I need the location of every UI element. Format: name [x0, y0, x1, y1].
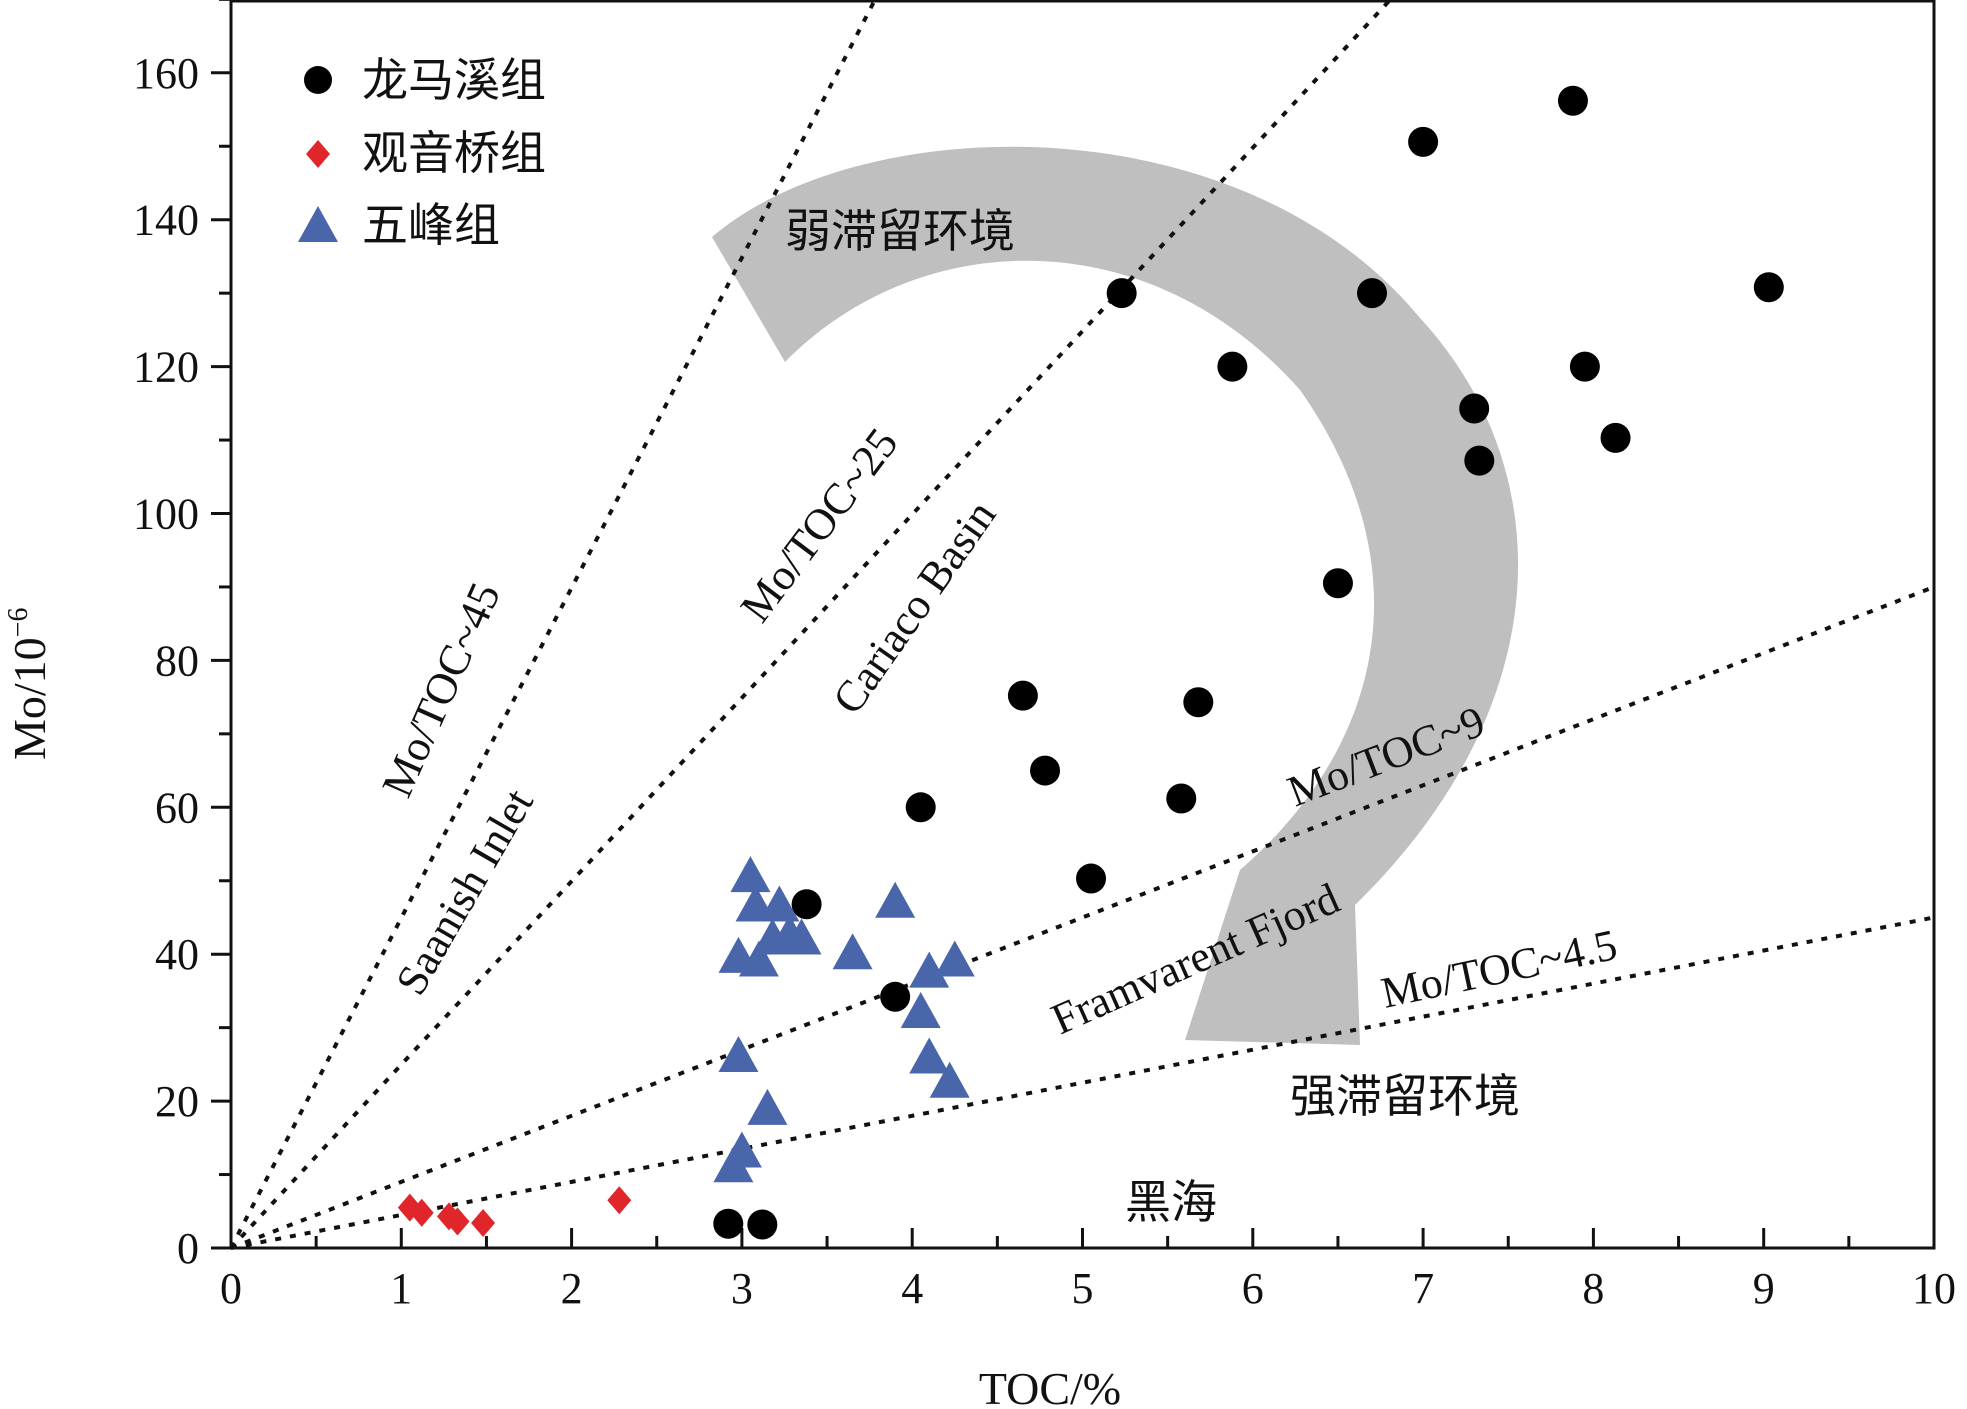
- longmaxi-point: [1030, 755, 1061, 786]
- legend: 龙马溪组 观音桥组 五峰组: [298, 53, 546, 252]
- legend-label-longmaxi: 龙马溪组: [362, 53, 546, 107]
- wufeng-point: [713, 1146, 754, 1183]
- legend-marker-longmaxi: [304, 66, 332, 94]
- longmaxi-point: [905, 792, 936, 823]
- y-tick-label: 160: [133, 49, 199, 98]
- annotation-cariaco-basin: Cariaco Basin: [823, 491, 1005, 722]
- x-tick-label: 5: [1072, 1264, 1094, 1313]
- wufeng-point: [909, 951, 950, 988]
- x-tick-label: 0: [220, 1264, 242, 1313]
- reference-line-9: [230, 585, 1935, 1250]
- reference-line-4-5: [230, 915, 1935, 1250]
- data-points: [397, 85, 1784, 1240]
- y-tick-label: 100: [133, 490, 199, 539]
- legend-marker-guanyinqiao: [306, 140, 330, 168]
- legend-marker-wufeng: [298, 206, 338, 242]
- y-tick-label: 120: [133, 343, 199, 392]
- wufeng-point: [909, 1037, 950, 1074]
- reference-lines: [229, 0, 1935, 1250]
- longmaxi-point: [1183, 687, 1214, 718]
- wufeng-point: [832, 933, 873, 970]
- x-tick-label: 8: [1582, 1264, 1604, 1313]
- x-axis-title: TOC/%: [979, 1363, 1121, 1409]
- wufeng-point: [718, 1036, 759, 1073]
- guanyinqiao-point: [409, 1198, 434, 1227]
- longmaxi-point: [1076, 863, 1107, 894]
- guanyinqiao-point: [471, 1209, 496, 1238]
- ref-label-45: Mo/TOC~45: [372, 576, 510, 805]
- annotation-strong-retention: 强滞留环境: [1290, 1069, 1520, 1123]
- y-tick-label: 60: [155, 783, 199, 832]
- wufeng-point: [738, 940, 779, 977]
- y-tick-label: 140: [133, 196, 199, 245]
- y-tick-label: 80: [155, 636, 199, 685]
- longmaxi-point: [1166, 783, 1197, 814]
- longmaxi-point: [1557, 85, 1588, 116]
- y-tick-label: 40: [155, 930, 199, 979]
- y-tick-label: 20: [155, 1077, 199, 1126]
- legend-label-wufeng: 五峰组: [362, 198, 500, 252]
- wufeng-point: [730, 856, 771, 893]
- x-tick-label: 2: [561, 1264, 583, 1313]
- y-axis-ticks: 0 20 40 60 80 100 120 140 160: [133, 0, 231, 1273]
- wufeng-point: [752, 918, 793, 955]
- guanyinqiao-point: [607, 1186, 632, 1215]
- x-tick-label: 1: [390, 1264, 412, 1313]
- longmaxi-point: [1322, 568, 1353, 599]
- x-tick-label: 9: [1753, 1264, 1775, 1313]
- x-axis-ticks: 0 1 2 3 4 5 6 7 8 9 10: [220, 1228, 1956, 1313]
- wufeng-point: [934, 940, 975, 977]
- longmaxi-point: [1106, 278, 1137, 309]
- guanyinqiao-point: [445, 1207, 470, 1236]
- longmaxi-point: [1600, 422, 1631, 453]
- x-tick-label: 3: [731, 1264, 753, 1313]
- wufeng-point: [929, 1061, 970, 1098]
- wufeng-point: [900, 991, 941, 1028]
- wufeng-point: [875, 881, 916, 918]
- wufeng-point: [781, 918, 822, 955]
- longmaxi-point: [1217, 351, 1248, 382]
- x-tick-label: 6: [1242, 1264, 1264, 1313]
- annotation-weak-retention: 弱滞留环境: [785, 204, 1015, 258]
- annotation-saanish-inlet: Saanish Inlet: [386, 781, 543, 1003]
- longmaxi-point: [791, 889, 822, 920]
- longmaxi-point: [713, 1208, 744, 1239]
- longmaxi-point: [1753, 272, 1784, 303]
- y-axis-title: Mo/10−6: [3, 608, 55, 760]
- longmaxi-point: [1408, 126, 1439, 157]
- x-tick-label: 7: [1412, 1264, 1434, 1313]
- legend-label-guanyinqiao: 观音桥组: [362, 126, 546, 180]
- annotation-black-sea: 黑海: [1125, 1175, 1217, 1229]
- longmaxi-point: [1007, 680, 1038, 711]
- retention-trend-arrow: [712, 146, 1519, 1046]
- longmaxi-point: [1459, 393, 1490, 424]
- ref-label-25: Mo/TOC~25: [731, 419, 908, 631]
- longmaxi-point: [1464, 445, 1495, 476]
- y-axis-title-exponent: −6: [3, 608, 34, 638]
- x-tick-label: 4: [901, 1264, 923, 1313]
- reference-line-45: [229, 0, 877, 1249]
- wufeng-point: [759, 885, 800, 922]
- wufeng-point: [747, 1088, 788, 1125]
- longmaxi-point: [747, 1209, 778, 1240]
- longmaxi-point: [1569, 351, 1600, 382]
- longmaxi-point: [1357, 278, 1388, 309]
- y-tick-label: 0: [177, 1224, 199, 1273]
- x-tick-label: 10: [1912, 1264, 1956, 1313]
- longmaxi-point: [880, 981, 911, 1012]
- y-axis-title-main: Mo/10: [4, 637, 55, 760]
